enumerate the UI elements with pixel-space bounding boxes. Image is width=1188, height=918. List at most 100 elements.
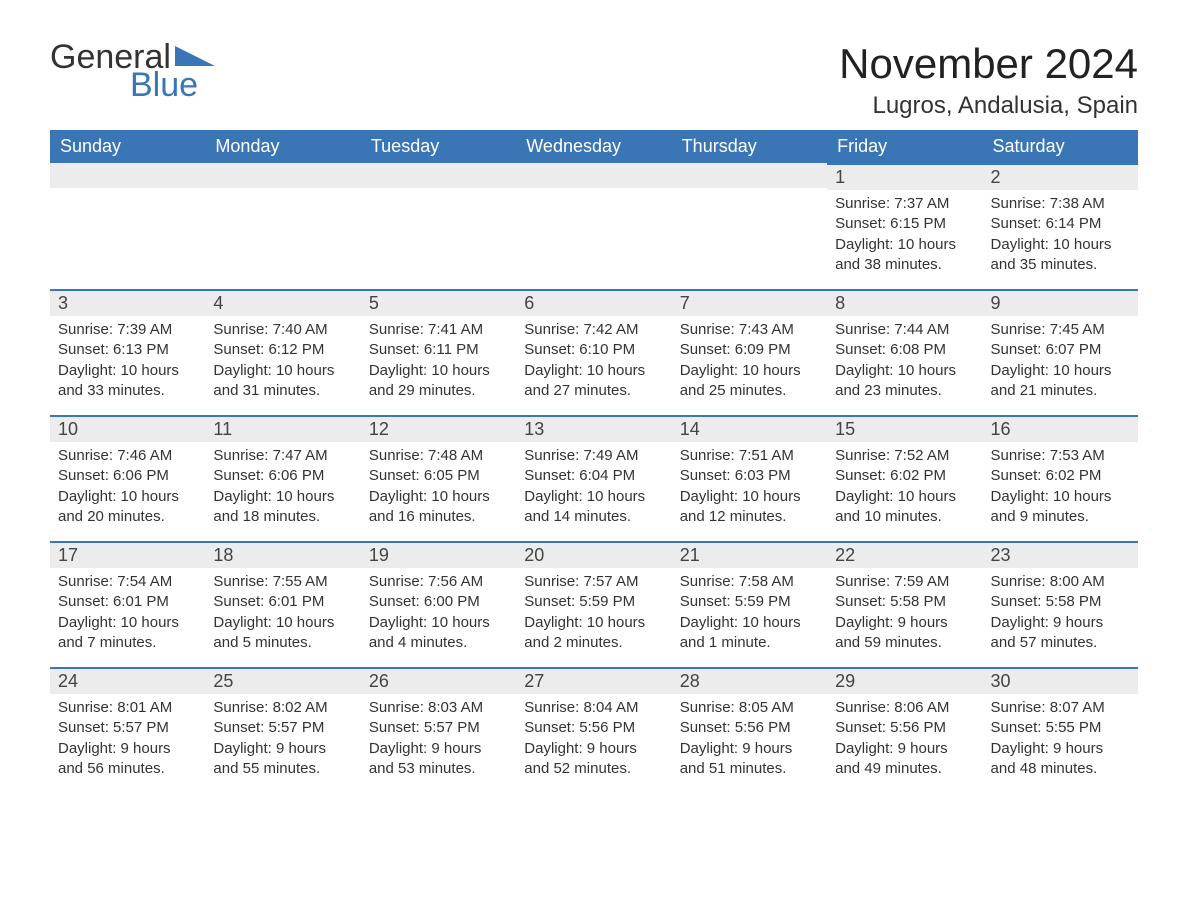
day-details: Sunrise: 7:44 AMSunset: 6:08 PMDaylight:… xyxy=(827,316,982,409)
calendar-cell: 22Sunrise: 7:59 AMSunset: 5:58 PMDayligh… xyxy=(827,541,982,667)
sunset-line: Sunset: 6:10 PM xyxy=(524,340,663,360)
sunset-line: Sunset: 6:04 PM xyxy=(524,466,663,486)
day-details: Sunrise: 8:03 AMSunset: 5:57 PMDaylight:… xyxy=(361,694,516,787)
sunrise-line: Sunrise: 8:05 AM xyxy=(680,698,819,718)
sunset-line: Sunset: 6:00 PM xyxy=(369,592,508,612)
sunset-line: Sunset: 5:57 PM xyxy=(369,718,508,738)
daylight-line: Daylight: 10 hours and 7 minutes. xyxy=(58,613,197,654)
sunset-line: Sunset: 5:56 PM xyxy=(524,718,663,738)
sunset-line: Sunset: 6:05 PM xyxy=(369,466,508,486)
calendar-cell: 26Sunrise: 8:03 AMSunset: 5:57 PMDayligh… xyxy=(361,667,516,793)
day-number: 5 xyxy=(361,289,516,316)
day-number: 26 xyxy=(361,667,516,694)
sunrise-line: Sunrise: 8:00 AM xyxy=(991,572,1130,592)
day-details: Sunrise: 7:45 AMSunset: 6:07 PMDaylight:… xyxy=(983,316,1138,409)
day-details: Sunrise: 8:01 AMSunset: 5:57 PMDaylight:… xyxy=(50,694,205,787)
calendar-cell: 9Sunrise: 7:45 AMSunset: 6:07 PMDaylight… xyxy=(983,289,1138,415)
sunrise-line: Sunrise: 7:39 AM xyxy=(58,320,197,340)
day-header: Monday xyxy=(205,130,360,163)
day-number: 27 xyxy=(516,667,671,694)
calendar-cell xyxy=(205,163,360,289)
day-number: 29 xyxy=(827,667,982,694)
sunrise-line: Sunrise: 8:03 AM xyxy=(369,698,508,718)
daylight-line: Daylight: 10 hours and 31 minutes. xyxy=(213,361,352,402)
calendar-cell xyxy=(361,163,516,289)
calendar-cell: 5Sunrise: 7:41 AMSunset: 6:11 PMDaylight… xyxy=(361,289,516,415)
sunrise-line: Sunrise: 7:45 AM xyxy=(991,320,1130,340)
daylight-line: Daylight: 9 hours and 55 minutes. xyxy=(213,739,352,780)
sunrise-line: Sunrise: 8:01 AM xyxy=(58,698,197,718)
daylight-line: Daylight: 10 hours and 14 minutes. xyxy=(524,487,663,528)
daylight-line: Daylight: 10 hours and 21 minutes. xyxy=(991,361,1130,402)
sunrise-line: Sunrise: 7:57 AM xyxy=(524,572,663,592)
daylight-line: Daylight: 9 hours and 48 minutes. xyxy=(991,739,1130,780)
month-title: November 2024 xyxy=(839,40,1138,88)
daylight-line: Daylight: 10 hours and 29 minutes. xyxy=(369,361,508,402)
empty-day-bar xyxy=(516,163,671,188)
sunset-line: Sunset: 6:06 PM xyxy=(213,466,352,486)
calendar-cell: 15Sunrise: 7:52 AMSunset: 6:02 PMDayligh… xyxy=(827,415,982,541)
calendar-cell xyxy=(50,163,205,289)
sunset-line: Sunset: 6:12 PM xyxy=(213,340,352,360)
calendar-cell: 30Sunrise: 8:07 AMSunset: 5:55 PMDayligh… xyxy=(983,667,1138,793)
calendar-cell: 3Sunrise: 7:39 AMSunset: 6:13 PMDaylight… xyxy=(50,289,205,415)
calendar-cell: 4Sunrise: 7:40 AMSunset: 6:12 PMDaylight… xyxy=(205,289,360,415)
sunset-line: Sunset: 6:15 PM xyxy=(835,214,974,234)
day-number: 1 xyxy=(827,163,982,190)
sunset-line: Sunset: 5:56 PM xyxy=(680,718,819,738)
daylight-line: Daylight: 9 hours and 51 minutes. xyxy=(680,739,819,780)
calendar-cell: 19Sunrise: 7:56 AMSunset: 6:00 PMDayligh… xyxy=(361,541,516,667)
calendar-cell: 23Sunrise: 8:00 AMSunset: 5:58 PMDayligh… xyxy=(983,541,1138,667)
sunset-line: Sunset: 6:09 PM xyxy=(680,340,819,360)
day-details: Sunrise: 7:41 AMSunset: 6:11 PMDaylight:… xyxy=(361,316,516,409)
sunrise-line: Sunrise: 7:52 AM xyxy=(835,446,974,466)
day-details: Sunrise: 7:38 AMSunset: 6:14 PMDaylight:… xyxy=(983,190,1138,283)
day-number: 6 xyxy=(516,289,671,316)
day-details: Sunrise: 7:40 AMSunset: 6:12 PMDaylight:… xyxy=(205,316,360,409)
sunrise-line: Sunrise: 7:43 AM xyxy=(680,320,819,340)
day-details: Sunrise: 8:06 AMSunset: 5:56 PMDaylight:… xyxy=(827,694,982,787)
calendar-table: SundayMondayTuesdayWednesdayThursdayFrid… xyxy=(50,130,1138,793)
calendar-cell: 1Sunrise: 7:37 AMSunset: 6:15 PMDaylight… xyxy=(827,163,982,289)
calendar-cell: 2Sunrise: 7:38 AMSunset: 6:14 PMDaylight… xyxy=(983,163,1138,289)
daylight-line: Daylight: 9 hours and 53 minutes. xyxy=(369,739,508,780)
day-details: Sunrise: 7:43 AMSunset: 6:09 PMDaylight:… xyxy=(672,316,827,409)
sunset-line: Sunset: 6:02 PM xyxy=(991,466,1130,486)
calendar-cell: 24Sunrise: 8:01 AMSunset: 5:57 PMDayligh… xyxy=(50,667,205,793)
day-number: 3 xyxy=(50,289,205,316)
sunset-line: Sunset: 6:08 PM xyxy=(835,340,974,360)
day-number: 28 xyxy=(672,667,827,694)
sunrise-line: Sunrise: 7:40 AM xyxy=(213,320,352,340)
sunrise-line: Sunrise: 7:42 AM xyxy=(524,320,663,340)
daylight-line: Daylight: 10 hours and 2 minutes. xyxy=(524,613,663,654)
day-details: Sunrise: 8:05 AMSunset: 5:56 PMDaylight:… xyxy=(672,694,827,787)
sunset-line: Sunset: 5:57 PM xyxy=(58,718,197,738)
day-number: 12 xyxy=(361,415,516,442)
calendar-cell: 8Sunrise: 7:44 AMSunset: 6:08 PMDaylight… xyxy=(827,289,982,415)
day-number: 2 xyxy=(983,163,1138,190)
day-number: 22 xyxy=(827,541,982,568)
calendar-cell: 28Sunrise: 8:05 AMSunset: 5:56 PMDayligh… xyxy=(672,667,827,793)
day-details: Sunrise: 7:48 AMSunset: 6:05 PMDaylight:… xyxy=(361,442,516,535)
day-details: Sunrise: 7:55 AMSunset: 6:01 PMDaylight:… xyxy=(205,568,360,661)
calendar-cell: 17Sunrise: 7:54 AMSunset: 6:01 PMDayligh… xyxy=(50,541,205,667)
sunset-line: Sunset: 5:56 PM xyxy=(835,718,974,738)
sunset-line: Sunset: 6:01 PM xyxy=(213,592,352,612)
sunrise-line: Sunrise: 7:38 AM xyxy=(991,194,1130,214)
day-details: Sunrise: 7:54 AMSunset: 6:01 PMDaylight:… xyxy=(50,568,205,661)
day-details: Sunrise: 7:53 AMSunset: 6:02 PMDaylight:… xyxy=(983,442,1138,535)
sunset-line: Sunset: 6:06 PM xyxy=(58,466,197,486)
day-header-row: SundayMondayTuesdayWednesdayThursdayFrid… xyxy=(50,130,1138,163)
empty-day-bar xyxy=(361,163,516,188)
sunrise-line: Sunrise: 8:07 AM xyxy=(991,698,1130,718)
daylight-line: Daylight: 10 hours and 23 minutes. xyxy=(835,361,974,402)
day-number: 30 xyxy=(983,667,1138,694)
sunrise-line: Sunrise: 8:02 AM xyxy=(213,698,352,718)
daylight-line: Daylight: 10 hours and 27 minutes. xyxy=(524,361,663,402)
day-number: 20 xyxy=(516,541,671,568)
sunrise-line: Sunrise: 7:56 AM xyxy=(369,572,508,592)
calendar-week: 10Sunrise: 7:46 AMSunset: 6:06 PMDayligh… xyxy=(50,415,1138,541)
sunset-line: Sunset: 6:01 PM xyxy=(58,592,197,612)
sunrise-line: Sunrise: 7:46 AM xyxy=(58,446,197,466)
day-number: 7 xyxy=(672,289,827,316)
